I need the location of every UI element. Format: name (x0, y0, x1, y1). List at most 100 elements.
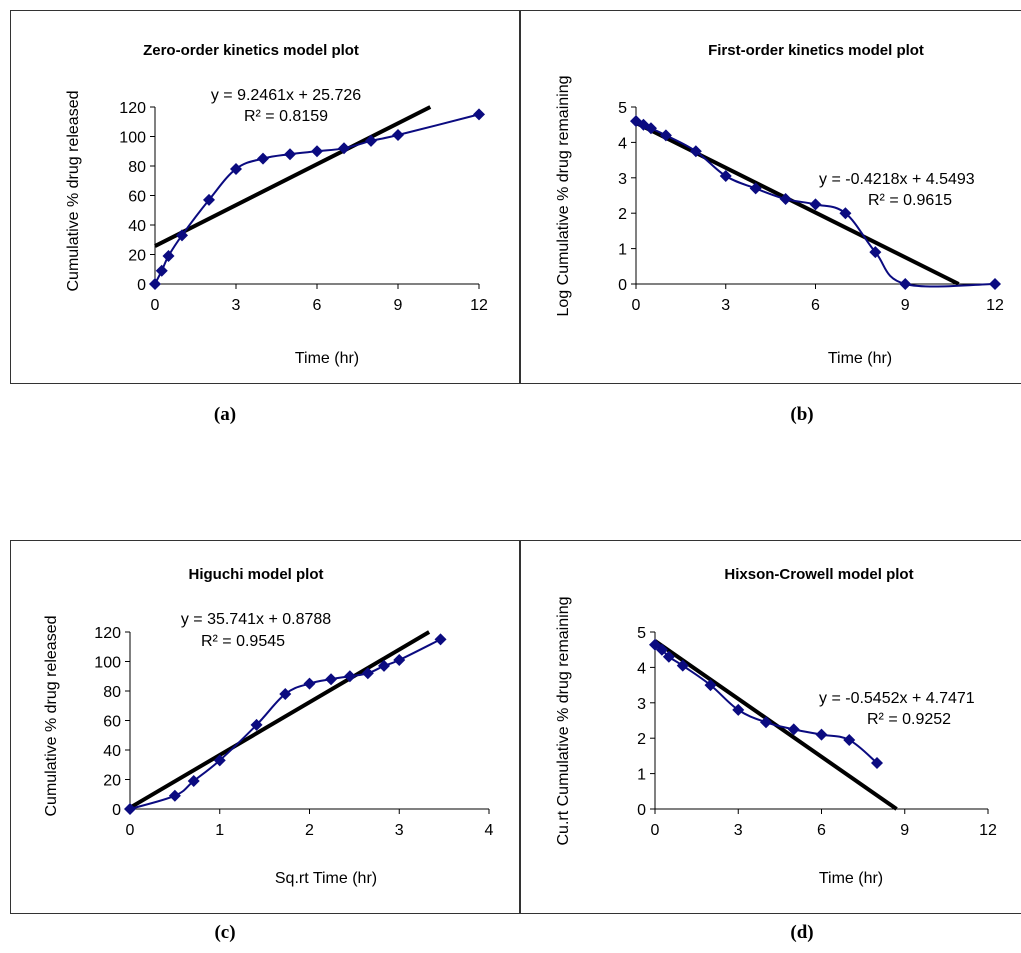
r-squared-label: R² = 0.9545 (201, 633, 285, 650)
data-point-marker (637, 118, 650, 131)
zero-order-chart: Zero-order kinetics model plot Cumulativ… (65, 42, 488, 367)
data-point-marker (989, 278, 1001, 290)
x-axis-label: Time (hr) (295, 350, 359, 367)
data-point-marker (434, 633, 447, 646)
data-point-marker (704, 679, 717, 692)
data-point-marker (815, 728, 828, 741)
x-tick-label: 2 (305, 822, 314, 839)
data-point-marker (325, 673, 338, 686)
data-point-marker (279, 687, 292, 700)
data-point-marker (649, 638, 661, 651)
trendline-equation: y = -0.4218x + 4.5493 (819, 171, 975, 188)
x-tick-label: 12 (470, 297, 488, 314)
chart-title: First-order kinetics model plot (708, 42, 924, 59)
x-tick-label: 9 (901, 297, 910, 314)
data-point-marker (644, 122, 657, 135)
y-tick-label: 2 (637, 731, 646, 748)
data-point-marker (203, 193, 215, 206)
y-tick-label: 0 (618, 277, 627, 294)
data-point-marker (176, 229, 188, 242)
y-tick-label: 5 (637, 625, 646, 642)
y-tick-label: 0 (637, 802, 646, 819)
y-tick-label: 100 (94, 655, 121, 672)
chart-panel-hixson-crowell: Hixson-Crowell model plot Cu.rt Cumulati… (520, 540, 1021, 914)
x-tick-label: 6 (313, 297, 322, 314)
data-point-marker (365, 134, 377, 147)
y-tick-label: 3 (637, 696, 646, 713)
data-point-marker (392, 129, 404, 142)
higuchi-chart: Higuchi model plot Cumulative % drug rel… (43, 566, 494, 887)
x-tick-label: 6 (811, 297, 820, 314)
y-tick-label: 60 (103, 714, 121, 731)
data-point-marker (168, 789, 181, 802)
x-tick-label: 0 (126, 822, 135, 839)
data-point-marker (124, 803, 136, 815)
data-point-marker (839, 207, 852, 220)
y-tick-label: 20 (103, 773, 121, 790)
first-order-chart: First-order kinetics model plot Log Cumu… (555, 42, 1004, 367)
series-line (154, 113, 480, 285)
y-tick-label: 3 (618, 171, 627, 188)
trendline-equation: y = -0.5452x + 4.7471 (819, 690, 975, 707)
data-point-marker (284, 148, 296, 161)
data-point-marker (779, 193, 792, 206)
data-point-marker (899, 278, 912, 290)
y-tick-label: 4 (637, 660, 646, 677)
x-tick-label: 12 (979, 822, 997, 839)
y-tick-label: 2 (618, 206, 627, 223)
y-tick-label: 40 (128, 218, 146, 235)
x-tick-label: 4 (485, 822, 494, 839)
data-point-marker (303, 677, 316, 690)
data-point-marker (257, 152, 269, 165)
y-tick-label: 1 (618, 242, 627, 259)
y-axis-label: Log Cumulative % drug remaining (555, 75, 572, 316)
trendline (128, 630, 431, 810)
y-axis-label: Cumulative % drug released (65, 91, 82, 292)
data-point-marker (338, 142, 350, 155)
x-tick-label: 0 (632, 297, 641, 314)
x-tick-label: 0 (651, 822, 660, 839)
data-point-marker (676, 659, 689, 672)
data-point-marker (162, 249, 175, 262)
x-tick-label: 0 (151, 297, 160, 314)
data-point-marker (187, 774, 200, 787)
data-point-marker (311, 145, 323, 158)
data-point-marker (869, 246, 882, 259)
x-tick-label: 9 (900, 822, 909, 839)
y-tick-label: 100 (119, 130, 146, 147)
chart-title: Higuchi model plot (189, 566, 324, 583)
data-point-marker (689, 145, 702, 158)
x-tick-label: 3 (734, 822, 743, 839)
data-point-marker (760, 716, 772, 729)
y-tick-label: 0 (137, 277, 146, 294)
y-tick-label: 1 (637, 767, 646, 784)
data-point-marker (749, 182, 762, 195)
hixson-crowell-chart: Hixson-Crowell model plot Cu.rt Cumulati… (555, 566, 997, 887)
panel-caption-a: (a) (213, 404, 237, 425)
data-point-marker (659, 129, 672, 142)
y-tick-label: 20 (128, 248, 146, 265)
data-point-marker (732, 703, 745, 716)
panel-caption-d: (d) (790, 922, 814, 943)
x-axis-label: Sq.rt Time (hr) (275, 870, 377, 887)
data-point-marker (230, 162, 242, 175)
chart-panel-first-order: First-order kinetics model plot Log Cumu… (520, 10, 1021, 384)
y-tick-label: 40 (103, 743, 121, 760)
chart-title: Zero-order kinetics model plot (143, 42, 359, 59)
x-tick-label: 6 (817, 822, 826, 839)
data-point-marker (377, 659, 390, 672)
panel-caption-b: (b) (790, 404, 814, 425)
data-point-marker (662, 650, 675, 663)
y-tick-label: 60 (128, 189, 146, 206)
x-tick-label: 9 (394, 297, 403, 314)
data-point-marker (719, 170, 732, 183)
trendline-equation: y = 9.2461x + 25.726 (211, 87, 361, 104)
data-point-marker (343, 670, 356, 683)
r-squared-label: R² = 0.9615 (868, 192, 952, 209)
trendline (154, 105, 432, 248)
chart-panel-higuchi: Higuchi model plot Cumulative % drug rel… (10, 540, 520, 914)
trendline (635, 121, 960, 286)
